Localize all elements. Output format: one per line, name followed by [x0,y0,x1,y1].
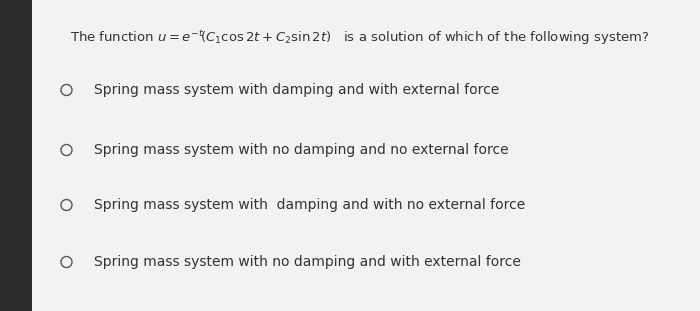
Text: Spring mass system with no damping and no external force: Spring mass system with no damping and n… [94,143,509,157]
Text: Spring mass system with damping and with external force: Spring mass system with damping and with… [94,83,500,97]
Text: Spring mass system with no damping and with external force: Spring mass system with no damping and w… [94,255,522,269]
Bar [0,0,32,311]
Text: Spring mass system with  damping and with no external force: Spring mass system with damping and with… [94,198,526,212]
Text: The function $u=e^{-t}\!\left(C_1 \cos 2t + C_2 \sin 2t\right)$   is a solution : The function $u=e^{-t}\!\left(C_1 \cos 2… [70,29,650,47]
